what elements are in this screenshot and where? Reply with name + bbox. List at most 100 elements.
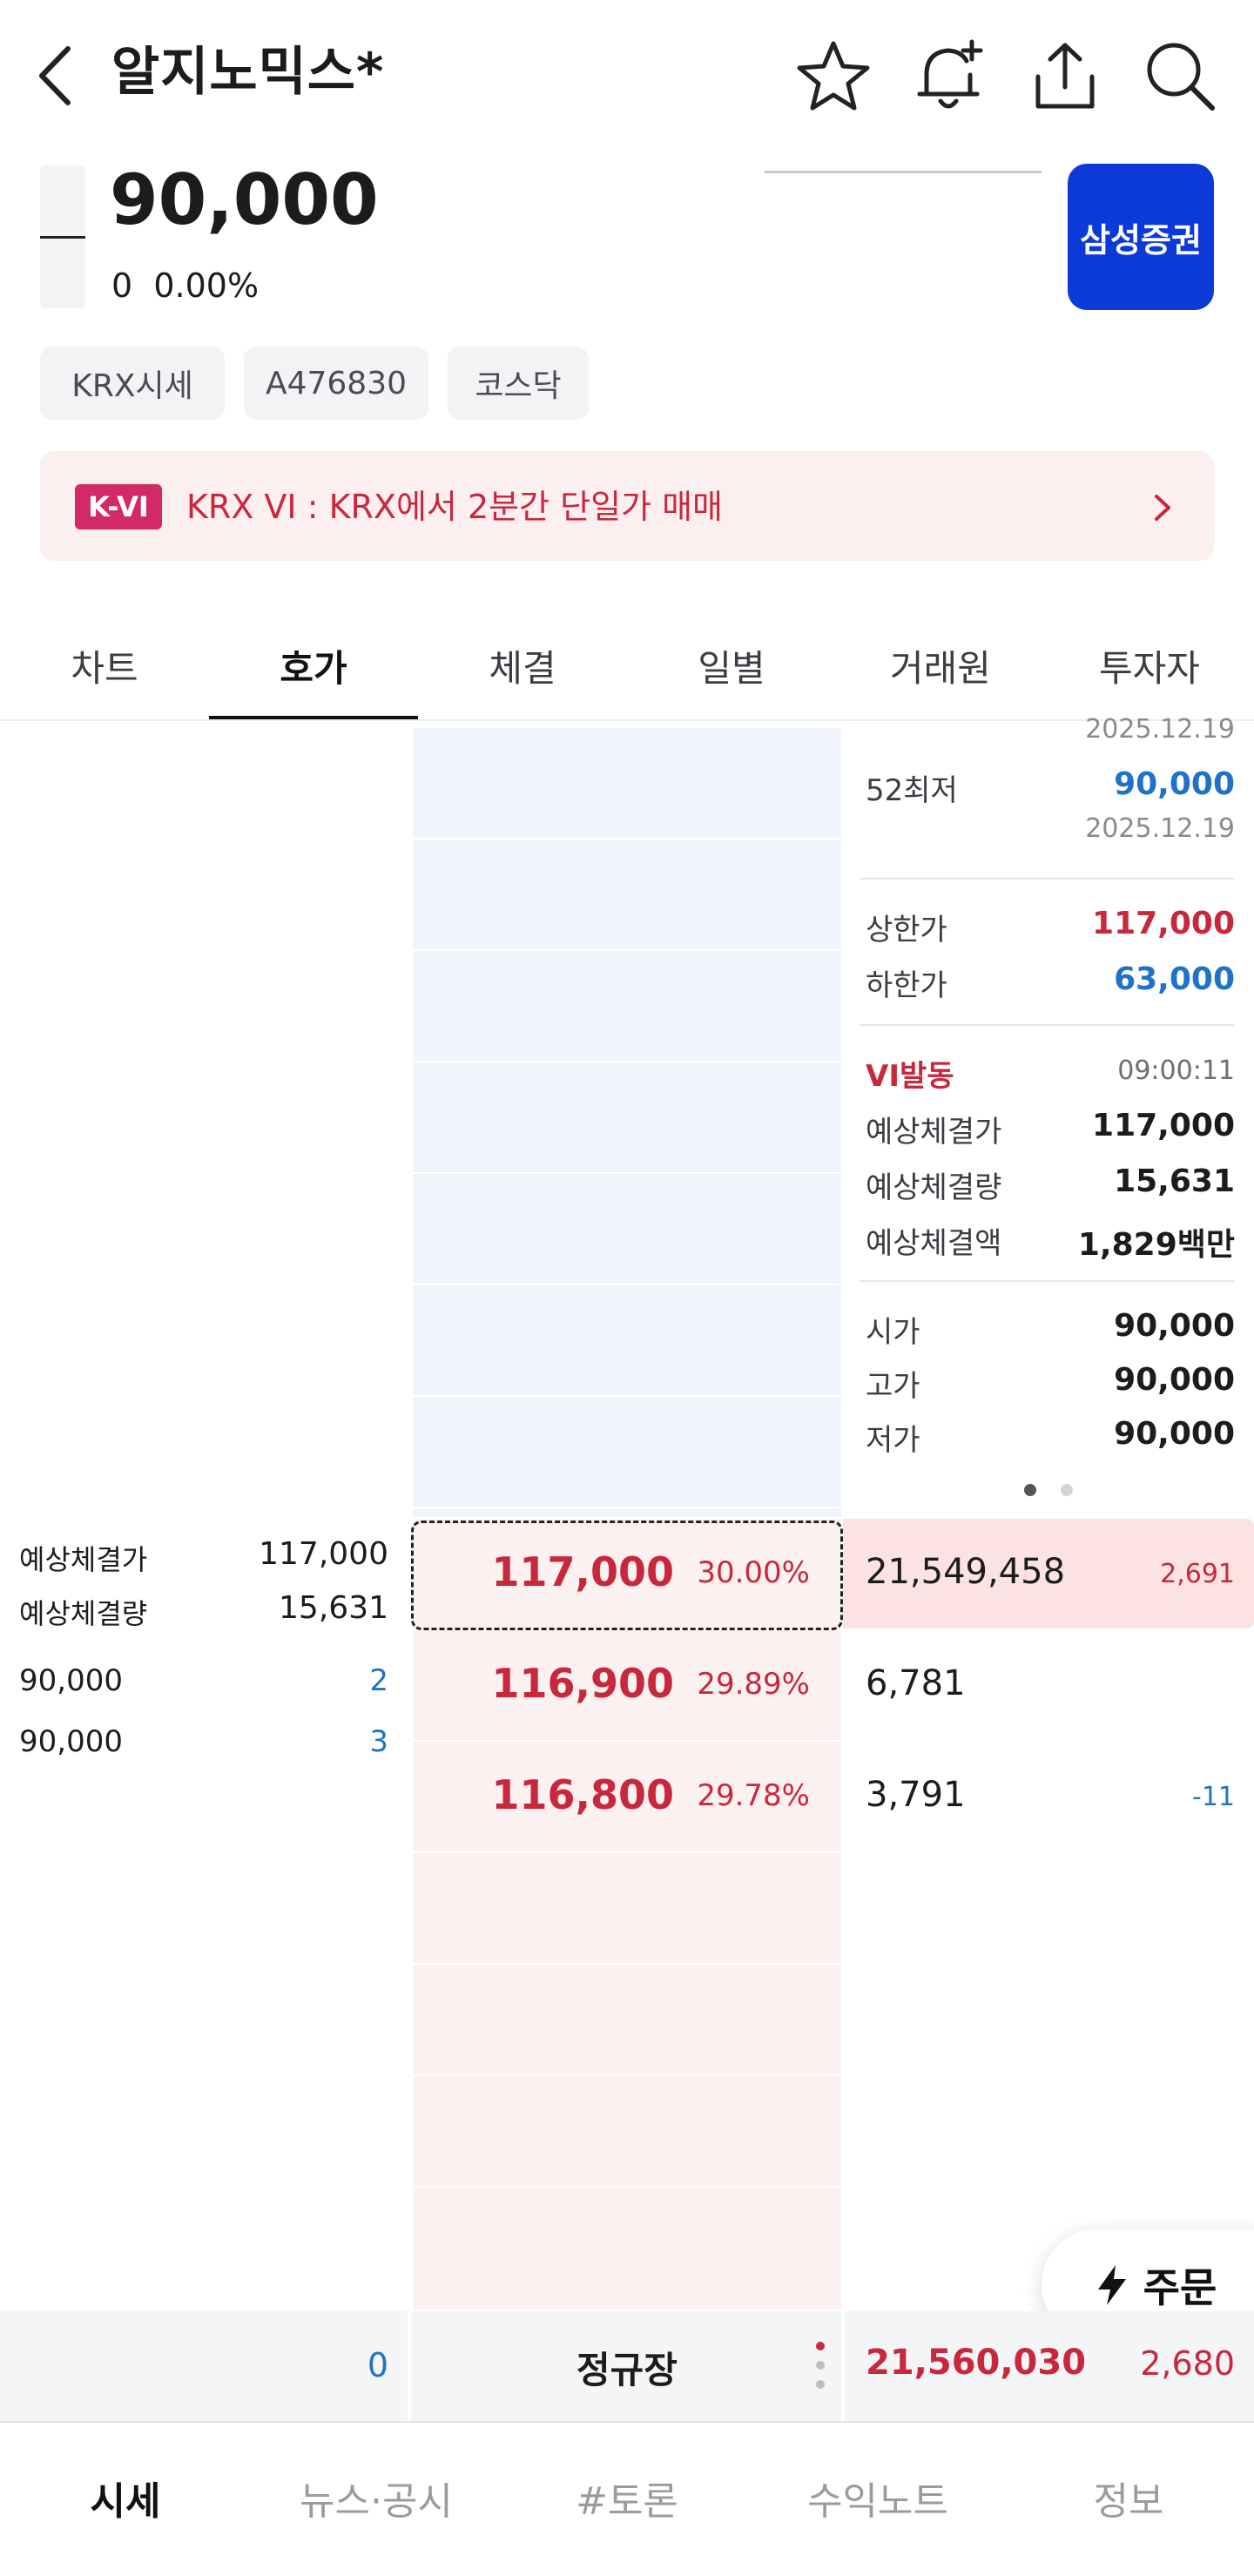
tab-investors[interactable]: 투자자 <box>1099 646 1200 690</box>
trade-price: 90,000 <box>19 1724 123 1759</box>
nav-discussion[interactable]: #토론 <box>576 2479 678 2524</box>
tag-krx-quote[interactable]: KRX시세 <box>40 347 225 420</box>
exp-qty-value: 15,631 <box>279 1590 388 1626</box>
info-exp-qty-value: 15,631 <box>1114 1163 1235 1199</box>
high-value: 90,000 <box>1114 1362 1235 1398</box>
bid-price[interactable]: 116,800 <box>491 1771 674 1818</box>
exp-qty-label: 예상체결량 <box>19 1597 148 1630</box>
low-label: 저가 <box>866 1423 920 1458</box>
tab-brokers[interactable]: 거래원 <box>890 646 991 690</box>
bid-price-cell[interactable] <box>413 1519 841 1630</box>
favorite-button[interactable] <box>794 37 873 115</box>
vi-banner[interactable] <box>40 451 1214 561</box>
lower-limit-value: 63,000 <box>1114 961 1235 997</box>
bid-price-cell[interactable] <box>413 1965 841 2076</box>
ask-price-cell[interactable] <box>413 728 841 840</box>
info-divider <box>860 878 1235 880</box>
lightning-icon <box>1097 2265 1126 2305</box>
high-label: 고가 <box>866 1369 920 1404</box>
share-button[interactable] <box>1026 37 1104 115</box>
tabs-divider <box>0 719 1254 721</box>
search-button[interactable] <box>1141 37 1219 115</box>
bid-price[interactable]: 116,900 <box>491 1660 674 1707</box>
bid-delta: 2,691 <box>1160 1559 1235 1589</box>
stock-name: 알지노믹스* <box>111 42 385 103</box>
bid-quantity: 21,549,458 <box>866 1552 1066 1592</box>
bid-delta: -11 <box>1192 1782 1235 1812</box>
bottom-nav <box>0 2421 1254 2576</box>
broker-divider <box>765 171 1042 173</box>
bid-price-cell[interactable] <box>413 2076 841 2188</box>
ask-price-cell[interactable] <box>413 1174 841 1285</box>
info-exp-amount-value: 1,829백만 <box>1077 1227 1235 1263</box>
price-range-marker <box>40 236 85 239</box>
bid-price-cell[interactable] <box>413 1630 841 1742</box>
tab-trades[interactable]: 체결 <box>489 646 556 690</box>
bid-price-cell[interactable] <box>413 1742 841 1853</box>
tab-orderbook[interactable]: 호가 <box>280 646 347 690</box>
trade-qty: 2 <box>369 1663 388 1698</box>
totals-row <box>0 2311 1254 2421</box>
ask-price-cell[interactable] <box>413 1285 841 1397</box>
ask-price-cell <box>413 1508 841 1519</box>
bell-plus-icon <box>917 39 983 109</box>
bid-percent: 30.00% <box>697 1555 810 1590</box>
bid-quantity: 6,781 <box>866 1663 966 1703</box>
open-value: 90,000 <box>1114 1308 1235 1344</box>
totals-separator <box>408 2311 411 2421</box>
active-tab-indicator <box>209 716 418 720</box>
star-icon <box>797 41 870 111</box>
low52-date: 2025.12.19 <box>1085 813 1235 844</box>
nav-info[interactable]: 정보 <box>1093 2479 1164 2524</box>
info-divider <box>860 1024 1235 1026</box>
info-exp-amount-label: 예상체결액 <box>866 1226 1002 1261</box>
page-dot[interactable] <box>1061 1484 1073 1496</box>
bid-price-cell[interactable] <box>413 1853 841 1965</box>
tag-stock-code: A476830 <box>244 347 428 420</box>
ask-price-cell[interactable] <box>413 1397 841 1508</box>
bid-percent: 29.78% <box>697 1778 810 1813</box>
ask-price-cell[interactable] <box>413 951 841 1062</box>
nav-quote[interactable]: 시세 <box>90 2479 161 2524</box>
page-dot-active[interactable] <box>1024 1484 1036 1496</box>
tab-daily[interactable]: 일별 <box>698 646 765 690</box>
info-exp-price-value: 117,000 <box>1092 1108 1235 1143</box>
tag-market: 코스닥 <box>448 347 589 420</box>
change-amount: 0 <box>111 266 133 305</box>
share-icon <box>1035 43 1095 109</box>
ask-total: 0 <box>367 2346 388 2384</box>
nav-news[interactable]: 뉴스·공시 <box>300 2479 453 2524</box>
upper-limit-value: 117,000 <box>1092 906 1235 941</box>
bid-price[interactable]: 117,000 <box>491 1548 674 1595</box>
info-exp-price-label: 예상체결가 <box>866 1115 1002 1150</box>
bid-percent: 29.89% <box>697 1667 810 1702</box>
info-exp-qty-label: 예상체결량 <box>866 1170 1002 1205</box>
info-top-date: 2025.12.19 <box>1085 714 1235 745</box>
broker-button[interactable]: 삼성증권 <box>1068 164 1214 310</box>
bid-total-delta: 2,680 <box>1140 2344 1235 2383</box>
exp-price-value: 117,000 <box>259 1536 388 1572</box>
back-icon <box>39 46 71 105</box>
price-change: 0 0.00% <box>111 261 259 310</box>
trade-price: 90,000 <box>19 1663 123 1698</box>
alert-button[interactable] <box>909 37 988 115</box>
top-bid-qty-highlight <box>843 1519 1254 1629</box>
more-icon[interactable] <box>813 2339 827 2391</box>
bid-price-cell[interactable] <box>413 2188 841 2311</box>
tab-chart[interactable]: 차트 <box>71 646 138 690</box>
info-divider <box>860 1280 1235 1282</box>
open-label: 시가 <box>866 1315 920 1350</box>
ask-price-cell[interactable] <box>413 1062 841 1174</box>
nav-profit-note[interactable]: 수익노트 <box>807 2479 948 2524</box>
back-button[interactable] <box>31 37 84 115</box>
bid-quantity: 3,791 <box>866 1775 966 1815</box>
change-percent: 0.00% <box>153 266 260 305</box>
ask-price-cell[interactable] <box>413 840 841 951</box>
vi-banner-text: KRX VI : KRX에서 2분간 단일가 매매 <box>186 488 724 526</box>
exp-price-label: 예상체결가 <box>19 1543 148 1576</box>
totals-separator <box>841 2311 845 2421</box>
trade-qty: 3 <box>369 1724 388 1759</box>
low-value: 90,000 <box>1114 1416 1235 1452</box>
low52-value: 90,000 <box>1114 766 1235 802</box>
search-icon <box>1147 43 1215 111</box>
